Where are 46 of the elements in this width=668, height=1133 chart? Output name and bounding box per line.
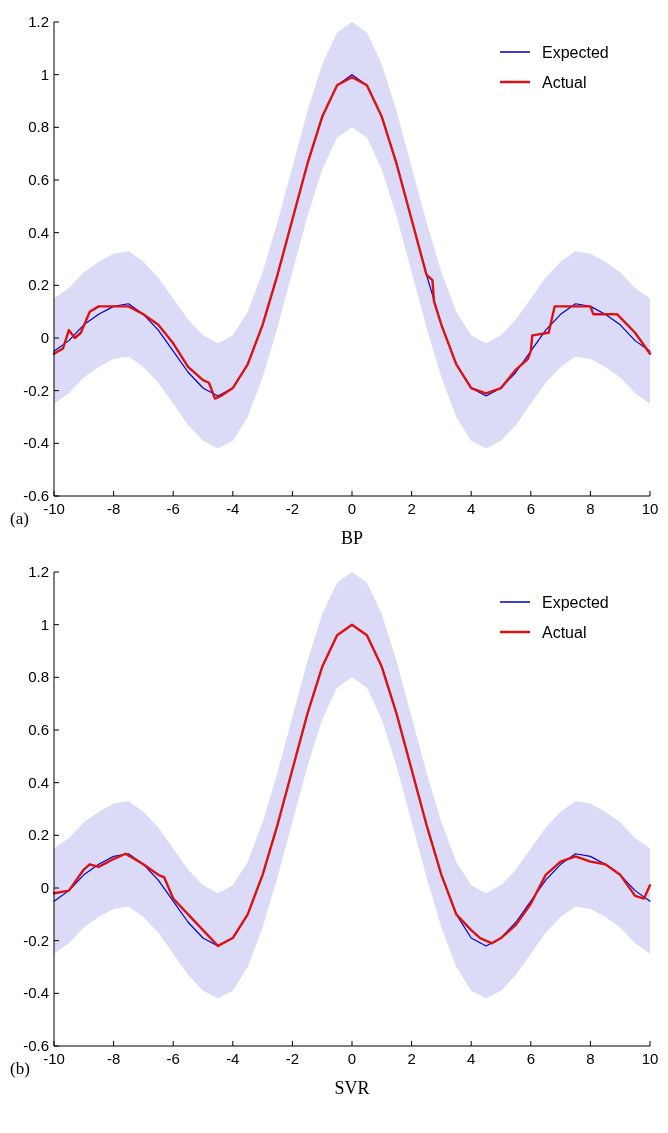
x-tick-label: 0 (347, 500, 357, 517)
legend-label: Actual (542, 74, 587, 91)
x-tick-label: -2 (285, 500, 300, 517)
x-tick-label: -6 (166, 500, 180, 517)
legend-label: Actual (542, 624, 587, 641)
y-tick-label: -0.4 (23, 434, 49, 452)
x-tick-label: 6 (526, 1050, 535, 1067)
y-tick-label: 0 (40, 879, 49, 896)
legend-label: Expected (542, 594, 609, 611)
y-tick-label: 0 (40, 329, 49, 346)
y-tick-label: 0.6 (28, 721, 49, 738)
y-tick-label: -0.4 (23, 984, 49, 1002)
x-tick-label: -4 (226, 1050, 240, 1067)
y-tick-label: 0.8 (28, 668, 49, 686)
y-tick-label: -0.2 (23, 931, 49, 949)
x-axis-title: SVR (334, 1078, 370, 1098)
y-tick-label: 0.4 (28, 773, 49, 791)
x-tick-label: -6 (166, 1050, 180, 1067)
x-tick-label: 4 (467, 1050, 476, 1067)
x-tick-label: 0 (347, 1050, 357, 1067)
x-tick-label: 4 (467, 500, 476, 517)
x-tick-label: -8 (106, 500, 121, 517)
y-tick-label: 0.8 (28, 118, 49, 136)
x-tick-label: -2 (285, 1050, 300, 1067)
x-tick-label: 10 (641, 500, 659, 517)
y-tick-label: 1 (40, 65, 49, 83)
y-tick-label: 1.2 (28, 563, 49, 580)
legend-label: Expected (542, 44, 609, 61)
x-tick-label: 2 (407, 1050, 416, 1067)
x-axis-title: BP (340, 528, 364, 548)
x-tick-label: -8 (106, 1050, 121, 1067)
y-tick-label: 0.2 (28, 276, 49, 294)
x-tick-label: -4 (226, 500, 240, 517)
y-tick-label: 0.2 (28, 826, 49, 844)
x-tick-label: 10 (641, 1050, 659, 1067)
y-tick-label: 1 (40, 615, 49, 633)
x-tick-label: 6 (526, 500, 535, 517)
x-tick-label: 8 (586, 1050, 595, 1067)
y-tick-label: 0.6 (28, 171, 49, 188)
y-tick-label: 0.4 (28, 223, 49, 241)
text: (b) (10, 1059, 30, 1078)
x-tick-label: 2 (407, 500, 416, 517)
text: (a) (10, 509, 29, 528)
x-tick-label: 8 (586, 500, 595, 517)
y-tick-label: 1.2 (28, 13, 49, 30)
y-tick-label: -0.2 (23, 381, 49, 399)
